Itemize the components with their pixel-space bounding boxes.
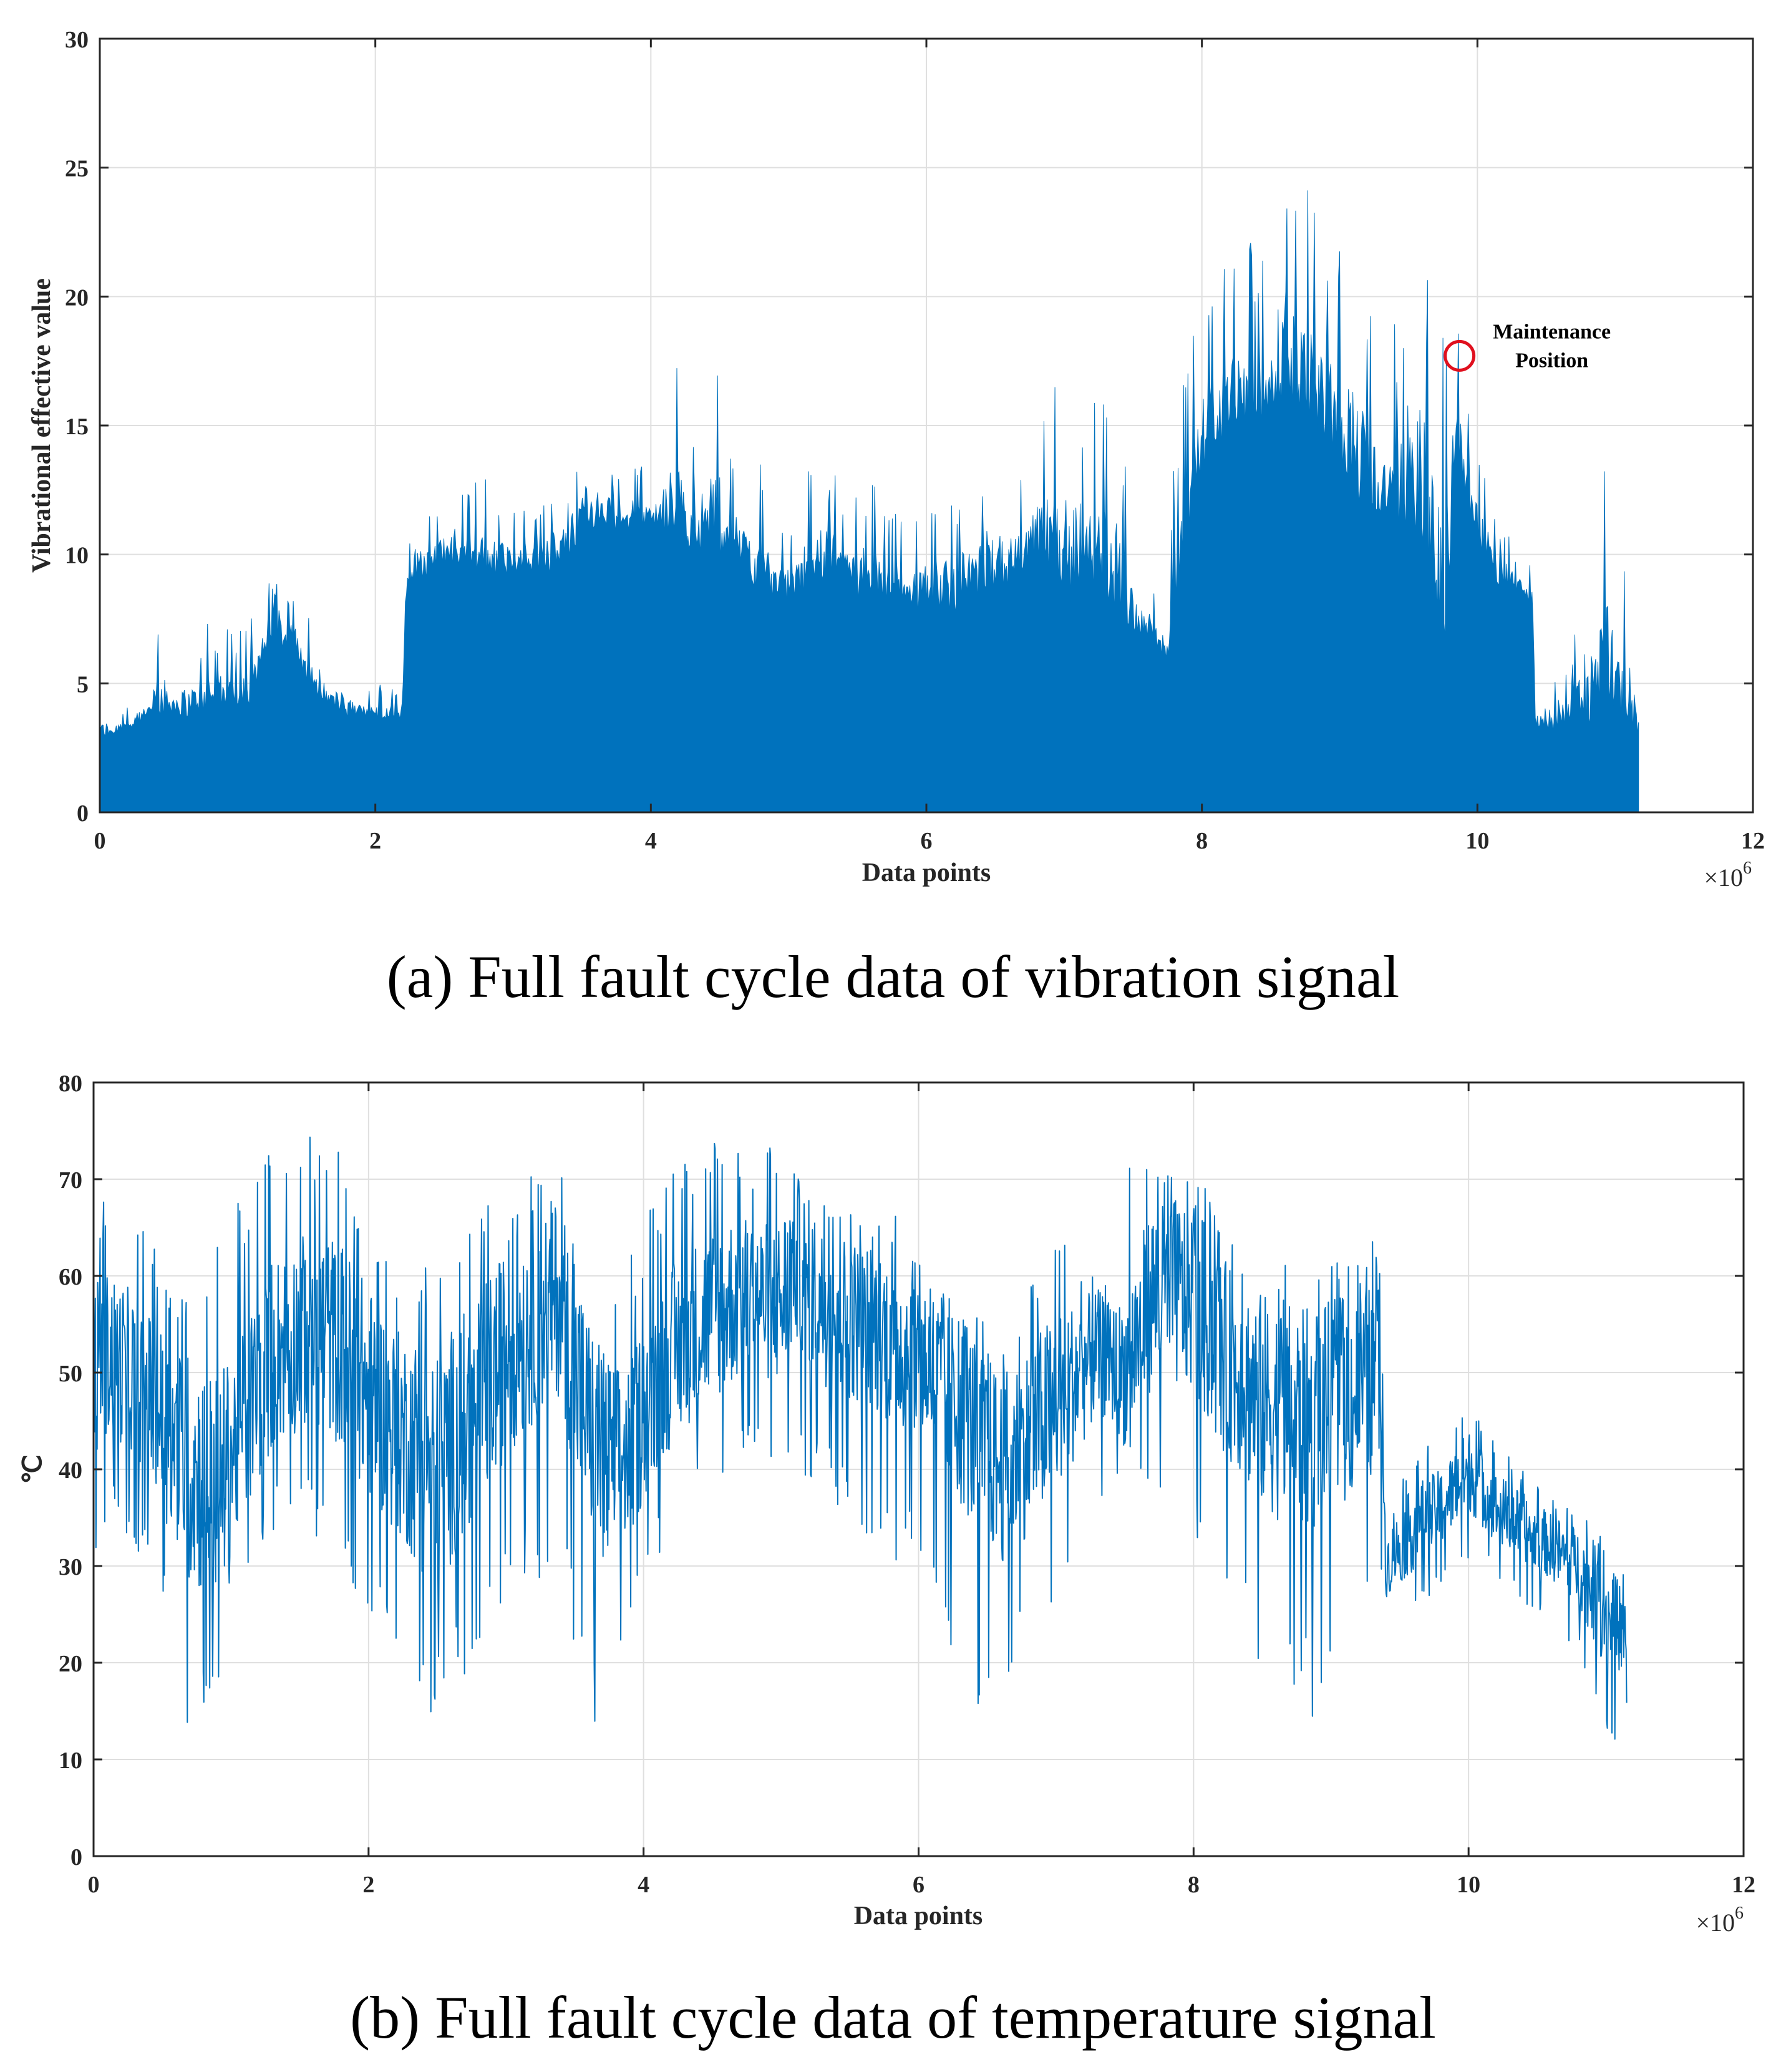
x-tick-label: 0 [94,828,106,854]
y-tick-label: 25 [65,156,89,182]
x-axis-label: Data points [854,1902,983,1930]
x-multiplier-base: ×10 [1704,863,1743,892]
tick-labels: 0 2 4 6 8 10 12 0 10 20 30 40 50 60 70 80 [59,1071,1755,1898]
ticks [92,1081,1745,1857]
x-tick-label: 6 [921,828,933,854]
temperature-series [93,1136,1628,1740]
y-tick-label: 60 [59,1264,82,1290]
y-tick-label: 30 [59,1554,82,1580]
y-tick-label: 0 [70,1844,82,1870]
x-tick-label: 4 [638,1872,649,1898]
data-layer [99,190,1639,813]
x-tick-label: 2 [369,828,381,854]
x-axis-multiplier: ×106 [1696,1904,1744,1937]
x-tick-label: 12 [1732,1872,1755,1898]
x-tick-label: 2 [362,1872,374,1898]
y-tick-label: 20 [59,1651,82,1677]
x-tick-label: 8 [1196,828,1208,854]
x-axis-multiplier: ×106 [1704,858,1752,892]
data-layer [93,1136,1628,1740]
x-multiplier-base: ×10 [1696,1909,1735,1937]
y-tick-label: 70 [59,1167,82,1194]
y-axis-label: ℃ [19,1454,47,1484]
x-multiplier-exponent: 6 [1743,858,1752,878]
maintenance-annotation: Maintenance Position [1444,320,1611,372]
y-tick-label: 20 [65,285,89,311]
y-axis-label: Vibrational effective value [27,278,56,573]
y-tick-label: 15 [65,414,89,440]
x-tick-label: 0 [88,1872,100,1898]
ticks [99,37,1754,814]
x-tick-label: 10 [1465,828,1489,854]
y-tick-label: 0 [77,800,89,827]
y-tick-label: 5 [77,671,89,698]
y-tick-label: 10 [59,1748,82,1774]
y-tick-label: 40 [59,1457,82,1484]
x-tick-label: 6 [913,1872,925,1898]
annotation-label-line2: Position [1515,349,1588,372]
vibration-chart: 0 2 4 6 8 10 12 0 5 10 15 20 25 30 Data points Vibrat… [27,27,1765,892]
maintenance-marker [1444,339,1476,372]
x-tick-label: 12 [1741,828,1765,854]
y-tick-label: 50 [59,1361,82,1387]
vibration-series [99,190,1639,813]
caption-temperature: (b) Full fault cycle data of temperature… [350,1984,1436,2051]
x-multiplier-exponent: 6 [1735,1904,1744,1923]
temperature-chart: 0 2 4 6 8 10 12 0 10 20 30 40 50 60 70 80 Data points ℃… [19,1071,1755,1937]
x-axis-label: Data points [862,858,991,887]
y-tick-label: 30 [65,27,89,53]
caption-vibration: (a) Full fault cycle data of vibration s… [386,943,1400,1010]
x-tick-label: 10 [1457,1872,1480,1898]
x-tick-label: 8 [1188,1872,1200,1898]
tick-labels: 0 2 4 6 8 10 12 0 5 10 15 20 25 30 [65,27,1765,854]
y-tick-label: 10 [65,543,89,569]
y-tick-label: 80 [59,1071,82,1097]
x-tick-label: 4 [645,828,657,854]
annotation-label-line1: Maintenance [1493,320,1611,343]
